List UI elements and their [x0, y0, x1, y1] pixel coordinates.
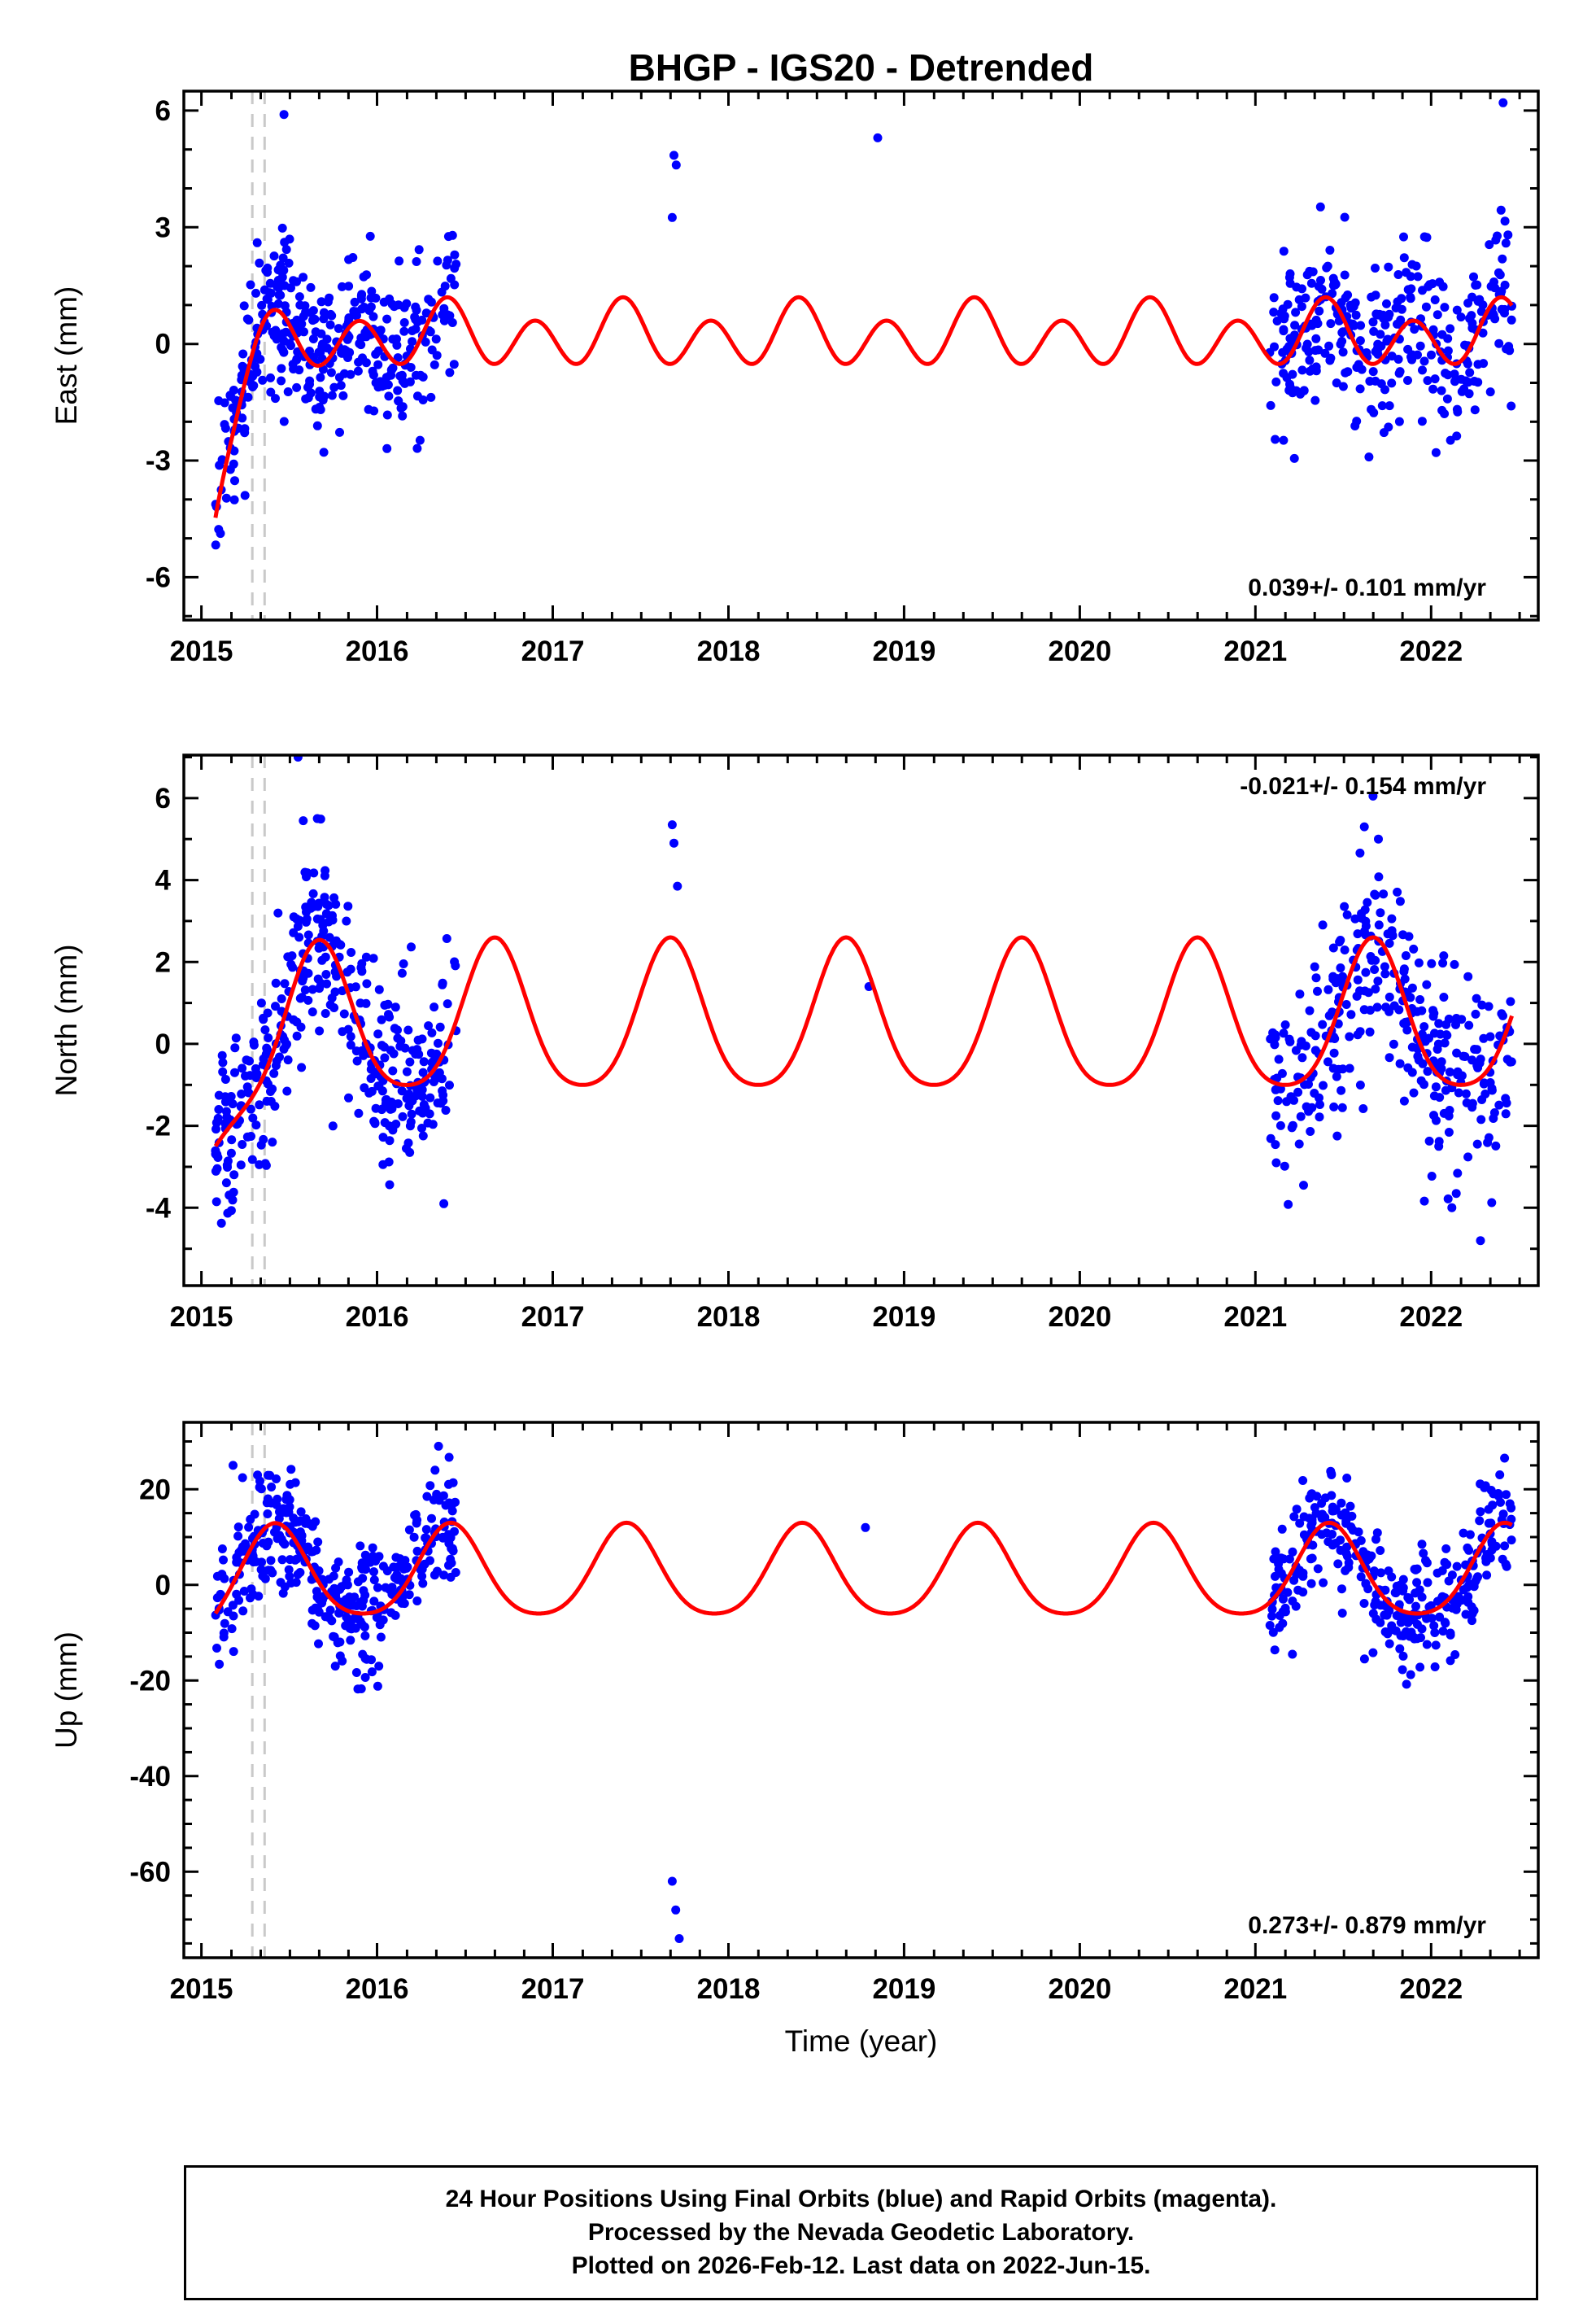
y-axis-label: Up (mm) — [50, 1631, 83, 1749]
axis-labels: 2015 2016 2017 2018 2019 2020 2021 2022 -60 -40 -2… — [50, 1474, 1486, 2005]
scatter-points — [211, 1441, 1516, 1943]
x-tick-label: 2022 — [1399, 635, 1463, 667]
x-tick-label: 2016 — [346, 635, 409, 667]
x-tick-label: 2019 — [872, 1973, 935, 2005]
footer-line-2: Processed by the Nevada Geodetic Laborat… — [587, 2219, 1135, 2246]
y-tick-label: -3 — [146, 445, 171, 477]
y-tick-label: -4 — [146, 1192, 172, 1224]
y-tick-label: 3 — [155, 212, 171, 243]
y-axis-label: North (mm) — [50, 944, 83, 1096]
x-tick-label: 2019 — [872, 635, 935, 667]
rate-annotation: -0.021+/- 0.154 mm/yr — [1240, 773, 1486, 800]
event-lines — [251, 755, 266, 1286]
x-tick-label: 2016 — [346, 1973, 409, 2005]
rate-annotation: 0.273+/- 0.879 mm/yr — [1248, 1912, 1486, 1939]
scatter-points — [211, 98, 1516, 550]
y-tick-label: -60 — [129, 1856, 171, 1888]
x-tick-label: 2017 — [521, 1973, 585, 2005]
y-tick-label: 2 — [155, 946, 171, 978]
x-tick-label: 2020 — [1048, 1301, 1111, 1333]
y-tick-label: 4 — [155, 865, 172, 897]
y-tick-label: 0 — [155, 1570, 171, 1601]
y-tick-label: -40 — [129, 1761, 171, 1793]
footer-line-1: 24 Hour Positions Using Final Orbits (bl… — [445, 2186, 1277, 2212]
panel-up: 2015 2016 2017 2018 2019 2020 2021 2022 -60 -40 -2… — [50, 1421, 1540, 2005]
x-tick-label: 2015 — [170, 1973, 233, 2005]
x-tick-label: 2015 — [170, 1301, 233, 1333]
panel-north: 2015 2016 2017 2018 2019 2020 2021 2022 -4 -2 0 2 4 6… — [50, 753, 1540, 1333]
x-tick-label: 2018 — [697, 1301, 761, 1333]
x-tick-label: 2016 — [346, 1301, 409, 1333]
x-tick-label: 2021 — [1223, 635, 1287, 667]
panel-east: 2015 2016 2017 2018 2019 2020 2021 2022 -6 -3 0 3 6 E… — [50, 90, 1540, 667]
y-tick-label: 20 — [139, 1474, 171, 1505]
y-tick-label: 6 — [155, 783, 171, 815]
y-tick-label: 0 — [155, 329, 171, 360]
x-tick-label: 2017 — [521, 635, 585, 667]
scatter-points — [211, 755, 1516, 1246]
x-tick-label: 2022 — [1399, 1973, 1463, 2005]
y-tick-label: 0 — [155, 1029, 171, 1060]
x-tick-label: 2018 — [697, 1973, 761, 2005]
x-tick-label: 2021 — [1223, 1301, 1287, 1333]
plot-frame — [182, 90, 1540, 622]
x-tick-label: 2020 — [1048, 1973, 1111, 2005]
footer-line-3: Plotted on 2026-Feb-12. Last data on 202… — [571, 2252, 1151, 2279]
x-tick-label: 2020 — [1048, 635, 1111, 667]
rate-annotation: 0.039+/- 0.101 mm/yr — [1248, 574, 1486, 601]
plot-frame — [182, 753, 1540, 1287]
plot-frame — [182, 1421, 1540, 1959]
y-tick-label: 6 — [155, 95, 171, 127]
x-tick-label: 2022 — [1399, 1301, 1463, 1333]
x-tick-label: 2019 — [872, 1301, 935, 1333]
event-lines — [251, 91, 266, 620]
axis-ticks — [184, 1422, 1538, 1958]
page-title: BHGP - IGS20 - Detrended — [628, 46, 1094, 89]
y-tick-label: -20 — [129, 1665, 171, 1697]
model-curve — [213, 935, 1514, 1147]
axis-labels: 2015 2016 2017 2018 2019 2020 2021 2022 -4 -2 0 2 4 6… — [50, 773, 1486, 1333]
x-tick-label: 2018 — [697, 635, 761, 667]
x-tick-label: 2021 — [1223, 1973, 1287, 2005]
y-tick-label: -2 — [146, 1111, 171, 1142]
x-axis-label: Time (year) — [784, 2024, 938, 2058]
y-tick-label: -6 — [146, 561, 171, 593]
x-tick-label: 2015 — [170, 635, 233, 667]
y-axis-label: East (mm) — [50, 286, 83, 426]
footer-note: 24 Hour Positions Using Final Orbits (bl… — [184, 2165, 1538, 2300]
model-curve — [213, 1520, 1513, 1616]
x-tick-label: 2017 — [521, 1301, 585, 1333]
axis-labels: 2015 2016 2017 2018 2019 2020 2021 2022 -6 -3 0 3 6 E… — [50, 95, 1486, 667]
model-curve — [213, 295, 1514, 518]
